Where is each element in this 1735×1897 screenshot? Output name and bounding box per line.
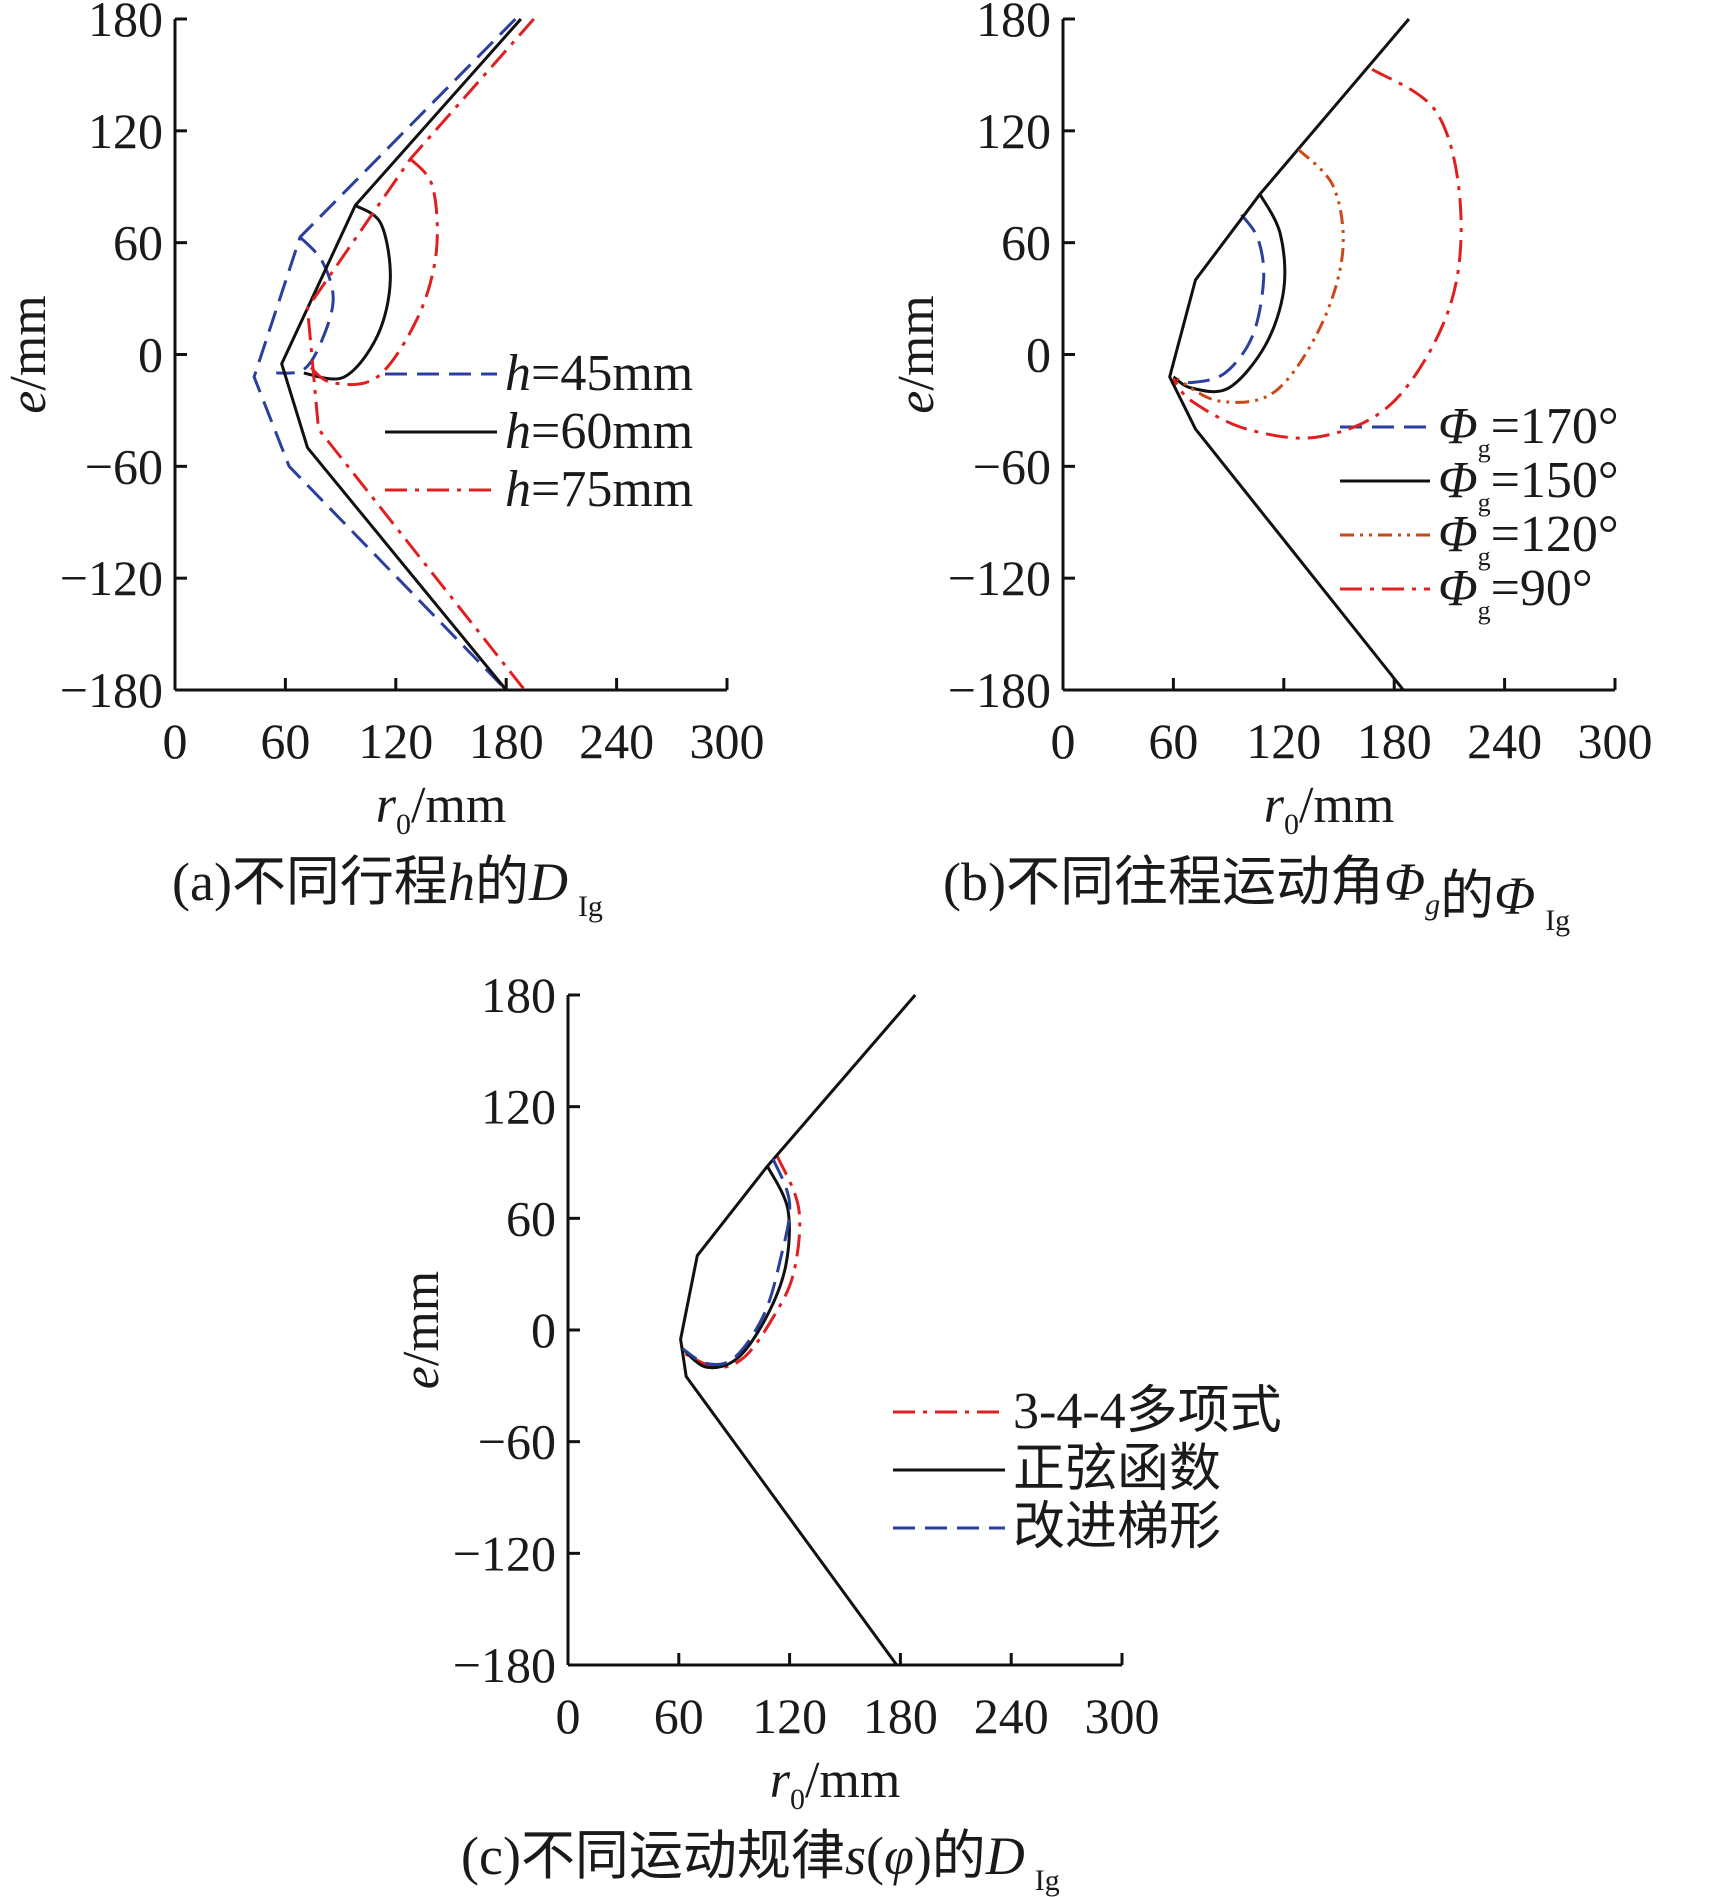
y-axis-label: e/mm	[888, 295, 945, 413]
y-tick-label: 180	[481, 967, 556, 1023]
legend-label: Φg=90°	[1438, 560, 1593, 625]
series-3-outer-line	[306, 18, 535, 691]
x-tick-label: 60	[260, 713, 310, 769]
y-tick-label: 120	[976, 103, 1051, 159]
x-tick-label: 0	[1051, 713, 1076, 769]
y-tick-label: 60	[506, 1190, 556, 1246]
series-1-loop-line	[681, 1154, 802, 1369]
y-tick-label: −60	[973, 438, 1051, 494]
series-2-outer-line	[679, 994, 917, 1666]
legend-label: h=75mm	[505, 461, 693, 518]
series-1-loop-line	[276, 236, 335, 375]
x-tick-label: 120	[1246, 713, 1321, 769]
series-2-loop-line	[681, 1165, 791, 1370]
x-axis-label: r0/mm	[1264, 777, 1395, 841]
series-1-outer-line	[252, 17, 517, 692]
x-tick-label: 240	[579, 713, 654, 769]
y-tick-label: 180	[976, 0, 1051, 47]
y-axis-label: e/mm	[393, 1271, 450, 1389]
series-4-loop-line	[1172, 68, 1463, 440]
legend-label: Φg=150°	[1438, 452, 1619, 517]
legend-label: Φg=120°	[1438, 506, 1619, 571]
y-tick-label: −120	[60, 550, 163, 606]
chart-panel-a: 0 60 120 180 240 300 180 120 60 0 −60 −120 −180 r0/mm…	[0, 0, 765, 923]
y-axis-label: e/mm	[0, 295, 57, 413]
x-tick-label: 0	[556, 1688, 581, 1744]
x-tick-label: 180	[469, 713, 544, 769]
series-2-outer-line	[280, 18, 523, 691]
legend-label: h=60mm	[505, 403, 693, 460]
y-tick-label: −180	[60, 662, 163, 718]
y-tick-label: 0	[1026, 327, 1051, 383]
y-tick-label: −60	[478, 1414, 556, 1470]
x-tick-label: 120	[358, 713, 433, 769]
chart-panel-b: 0 60 120 180 240 300 180 120 60 0 −60 −120 −180 r0/mm…	[888, 0, 1653, 937]
x-tick-label: 60	[654, 1688, 704, 1744]
y-tick-label: −180	[453, 1637, 556, 1693]
x-tick-label: 60	[1148, 713, 1198, 769]
y-tick-label: −60	[85, 438, 163, 494]
x-tick-label: 180	[863, 1688, 938, 1744]
chart-panel-c: 0 60 120 180 240 300 180 120 60 0 −60 −120 −180 r0/mm…	[393, 967, 1282, 1897]
x-tick-label: 0	[163, 713, 188, 769]
legend-label: h=45mm	[505, 345, 693, 402]
series-3-loop-line	[681, 1158, 792, 1367]
legend-label: Φg=170°	[1438, 398, 1619, 463]
y-tick-label: −120	[453, 1525, 556, 1581]
x-axis-label: r0/mm	[770, 1752, 901, 1816]
y-tick-label: 60	[113, 215, 163, 271]
y-tick-label: 120	[481, 1079, 556, 1135]
series-3-loop-line	[306, 157, 439, 387]
series-2-outer-line	[1168, 18, 1411, 691]
y-tick-label: −120	[948, 550, 1051, 606]
y-tick-label: 0	[138, 327, 163, 383]
x-tick-label: 240	[974, 1688, 1049, 1744]
series-3-loop-line	[1176, 148, 1345, 404]
x-tick-label: 240	[1467, 713, 1542, 769]
panel-caption: (c)不同运动规律s(φ)的D Ig	[461, 1826, 1060, 1897]
panel-caption: (b)不同往程运动角Φg的Φ Ig	[943, 852, 1570, 937]
legend-label: 正弦函数	[1013, 1441, 1221, 1498]
y-tick-label: 180	[88, 0, 163, 47]
series-2-loop-line	[1172, 193, 1287, 394]
x-tick-label: 300	[690, 713, 765, 769]
x-tick-label: 300	[1085, 1688, 1160, 1744]
legend-label: 3-4-4多项式	[1013, 1383, 1282, 1440]
y-tick-label: 60	[1001, 215, 1051, 271]
x-axis-label: r0/mm	[376, 777, 507, 841]
x-tick-label: 120	[752, 1688, 827, 1744]
series-1-loop-line	[1174, 213, 1266, 385]
x-tick-label: 180	[1357, 713, 1432, 769]
y-tick-label: 120	[88, 103, 163, 159]
x-tick-label: 300	[1578, 713, 1653, 769]
y-tick-label: −180	[948, 662, 1051, 718]
series-2-loop-line	[303, 204, 392, 381]
legend-label: 改进梯形	[1013, 1499, 1221, 1556]
y-tick-label: 0	[531, 1302, 556, 1358]
panel-caption: (a)不同行程h的D Ig	[172, 852, 603, 923]
